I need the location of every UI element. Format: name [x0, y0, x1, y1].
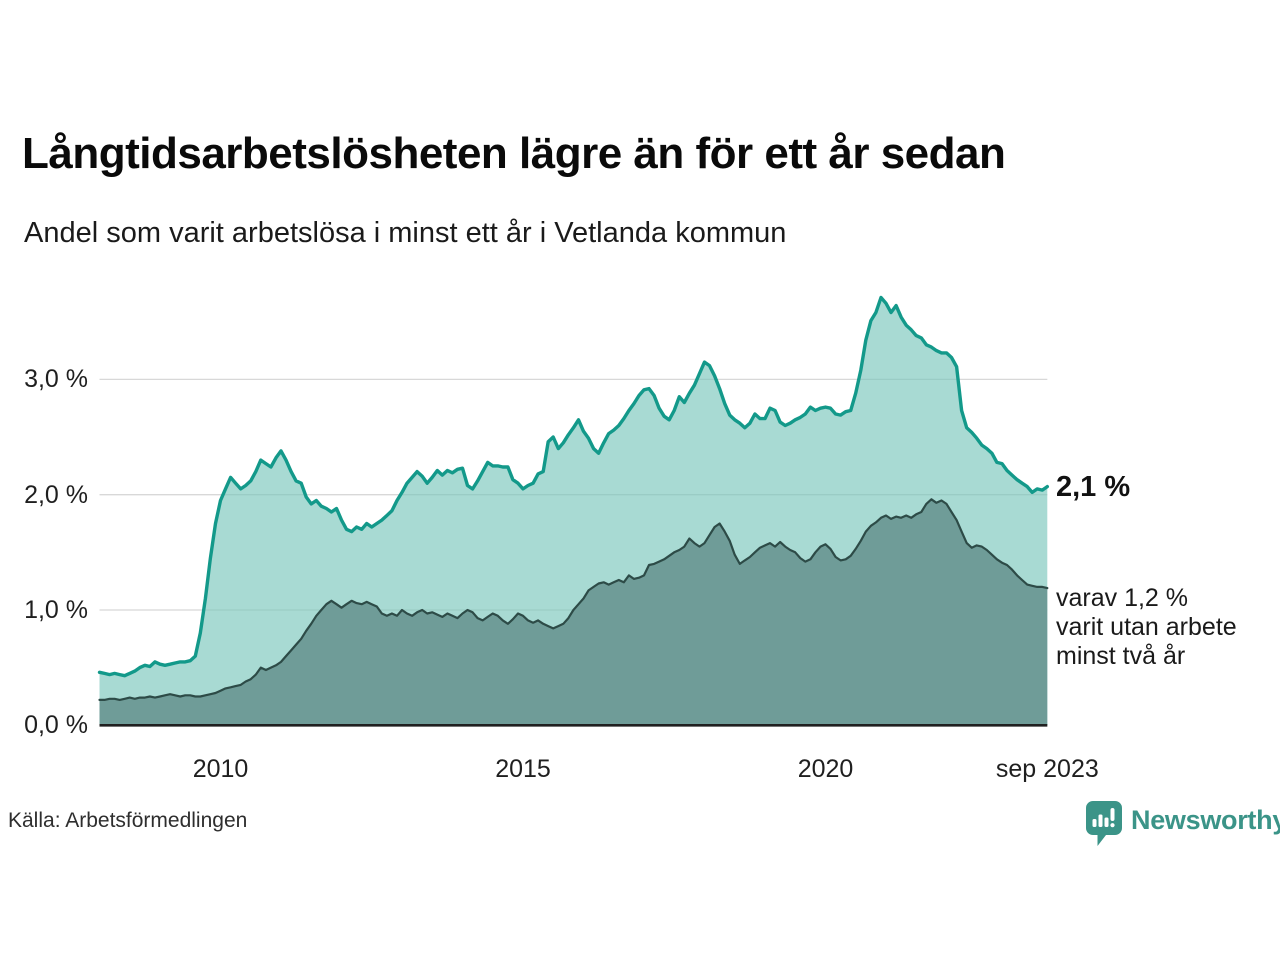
y-axis-tick-3: 3,0 % — [24, 365, 88, 394]
latest-value-label: 2,1 % — [1056, 470, 1131, 503]
series-line-0 — [97, 295, 1049, 678]
newsworthy-logo-icon — [1086, 801, 1122, 846]
x-axis-tick-2020: 2020 — [797, 755, 854, 783]
page-subtitle: Andel som varit arbetslösa i minst ett å… — [24, 217, 787, 249]
page-title: Långtidsarbetslösheten lägre än för ett … — [22, 129, 1006, 178]
sub-annotation-line-3: minst två år — [1056, 642, 1186, 671]
newsworthy-brand: Newsworthy — [1086, 801, 1280, 847]
x-axis-tick-2015: 2015 — [495, 755, 551, 783]
x-axis-tick-sep-2023: sep 2023 — [995, 755, 1099, 783]
y-axis-tick-1: 1,0 % — [24, 596, 88, 624]
sub-annotation-line-1: varav 1,2 % — [1056, 584, 1189, 613]
sub-annotation: varav 1,2 % varit utan arbete minst två … — [1056, 584, 1280, 671]
speech-bubble-shape — [1086, 801, 1122, 846]
x-axis-tick-2010: 2010 — [192, 755, 249, 783]
brand-name: Newsworthy — [1131, 805, 1280, 835]
y-axis-tick-2: 2,0 % — [24, 480, 88, 509]
series-area-1 — [99, 499, 1048, 726]
sub-annotation-line-2: varit utan arbete — [1056, 613, 1237, 642]
source-attribution: Källa: Arbetsförmedlingen — [8, 809, 248, 832]
y-axis-tick-0: 0,0 % — [24, 711, 88, 740]
series-line-1 — [98, 498, 1049, 701]
